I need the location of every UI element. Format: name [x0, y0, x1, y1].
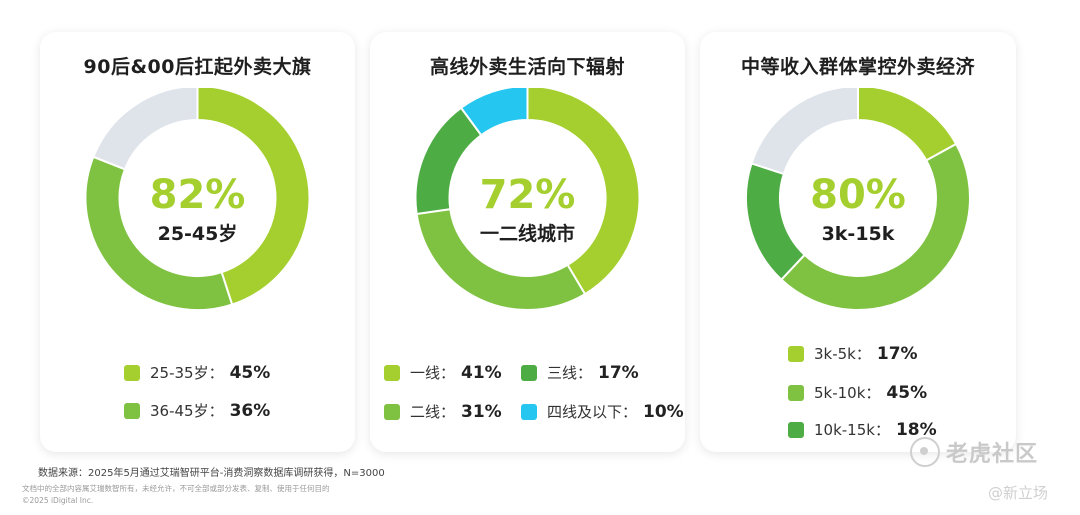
- legend-swatch: [788, 345, 804, 362]
- legend-swatch: [124, 364, 140, 381]
- donut-slice-三线: [414, 106, 483, 216]
- donut-chart-income: 80% 3k-15k: [745, 88, 971, 311]
- panel-city: 高线外卖生活向下辐射 72% 一二线城市 一线： 41% 三线： 17% 二线： 31% 四线…: [370, 32, 685, 452]
- legend-value: 17%: [876, 343, 918, 364]
- donut-slice-other: [750, 88, 859, 176]
- donut-slice-5k-10k: [779, 142, 971, 311]
- legend-item: 一线： 41%: [384, 362, 502, 383]
- legend-label: 3k-5k：: [814, 345, 871, 363]
- panel-income: 中等收入群体掌控外卖经济 80% 3k-15k 3k-5k： 17% 5k-10k： 4…: [700, 32, 1016, 452]
- legend-item: 三线： 17%: [521, 362, 639, 383]
- legend-value: 17%: [598, 362, 639, 383]
- community-watermark: 老虎社区: [910, 436, 1038, 468]
- donut-slice-36-45岁: [84, 155, 234, 311]
- copyright-note: 文档中的全部内容属艾瑞数智所有，未经允许，不可全部或部分发表、复制、使用于任何目…: [22, 484, 330, 493]
- legend-swatch: [521, 403, 537, 420]
- legend-swatch: [788, 421, 804, 438]
- community-watermark-text: 老虎社区: [946, 442, 1039, 467]
- legend-label: 三线：: [547, 364, 593, 382]
- center-label: 3k-15k: [822, 223, 895, 245]
- donut-slice-四线及以下: [459, 88, 529, 137]
- legend-item: 四线及以下： 10%: [521, 401, 684, 422]
- brand-watermark-text: @新立场: [988, 484, 1049, 502]
- legend-label: 一线：: [410, 364, 456, 382]
- legend-value: 36%: [229, 400, 271, 421]
- panel-title: 中等收入群体掌控外卖经济: [740, 56, 975, 78]
- legend-value: 41%: [461, 362, 502, 383]
- center-label: 25-45岁: [158, 222, 238, 245]
- legend-value: 18%: [895, 419, 937, 440]
- center-label: 一二线城市: [480, 222, 575, 245]
- center-percentage: 82%: [150, 172, 246, 218]
- legend-label: 36-45岁：: [150, 402, 224, 420]
- legend-value: 45%: [886, 382, 928, 403]
- donut-slice-25-35岁: [196, 88, 311, 306]
- legend-swatch: [384, 403, 400, 420]
- panel-title: 90后&00后扛起外卖大旗: [83, 56, 312, 78]
- donut-slice-10k-15k: [745, 162, 807, 282]
- tiger-logo-icon: [910, 437, 940, 467]
- legend-swatch: [124, 402, 140, 419]
- legend-swatch: [521, 364, 537, 381]
- center-percentage: 72%: [480, 172, 576, 218]
- legend-item: 3k-5k： 17%: [788, 343, 918, 364]
- donut-slice-other: [92, 88, 199, 171]
- center-percentage: 80%: [810, 172, 906, 218]
- donut-slice-一线: [526, 88, 641, 296]
- legend-item: 10k-15k： 18%: [788, 419, 937, 440]
- legend-value: 31%: [461, 401, 502, 422]
- donut-chart-age: 82% 25-45岁: [84, 88, 311, 311]
- panel-title: 高线外卖生活向下辐射: [429, 56, 625, 78]
- legend-swatch: [788, 384, 804, 401]
- data-source-note: 数据来源：2025年5月通过艾瑞智研平台-消费洞察数据库调研获得，N=3000: [38, 468, 385, 479]
- legend-label: 10k-15k：: [814, 421, 890, 439]
- legend-item: 二线： 31%: [384, 401, 502, 422]
- legend-item: 36-45岁： 36%: [124, 400, 270, 421]
- legend-item: 25-35岁： 45%: [124, 362, 270, 383]
- legend-label: 5k-10k：: [814, 384, 881, 402]
- brand-watermark: @新立场: [988, 482, 1048, 503]
- legend-label: 二线：: [410, 403, 456, 421]
- legend-value: 45%: [229, 362, 271, 383]
- legend-swatch: [384, 364, 400, 381]
- legend-label: 四线及以下：: [547, 403, 638, 421]
- legend-value: 10%: [643, 401, 684, 422]
- copyright-line: ©2025 iDigital Inc.: [22, 496, 94, 505]
- donut-slice-3k-5k: [857, 88, 958, 162]
- legend-label: 25-35岁：: [150, 364, 224, 382]
- panel-age: 90后&00后扛起外卖大旗 82% 25-45岁 25-35岁： 45% 36-45岁…: [40, 32, 355, 452]
- legend-item: 5k-10k： 45%: [788, 382, 927, 403]
- donut-chart-city: 72% 一二线城市: [414, 88, 641, 311]
